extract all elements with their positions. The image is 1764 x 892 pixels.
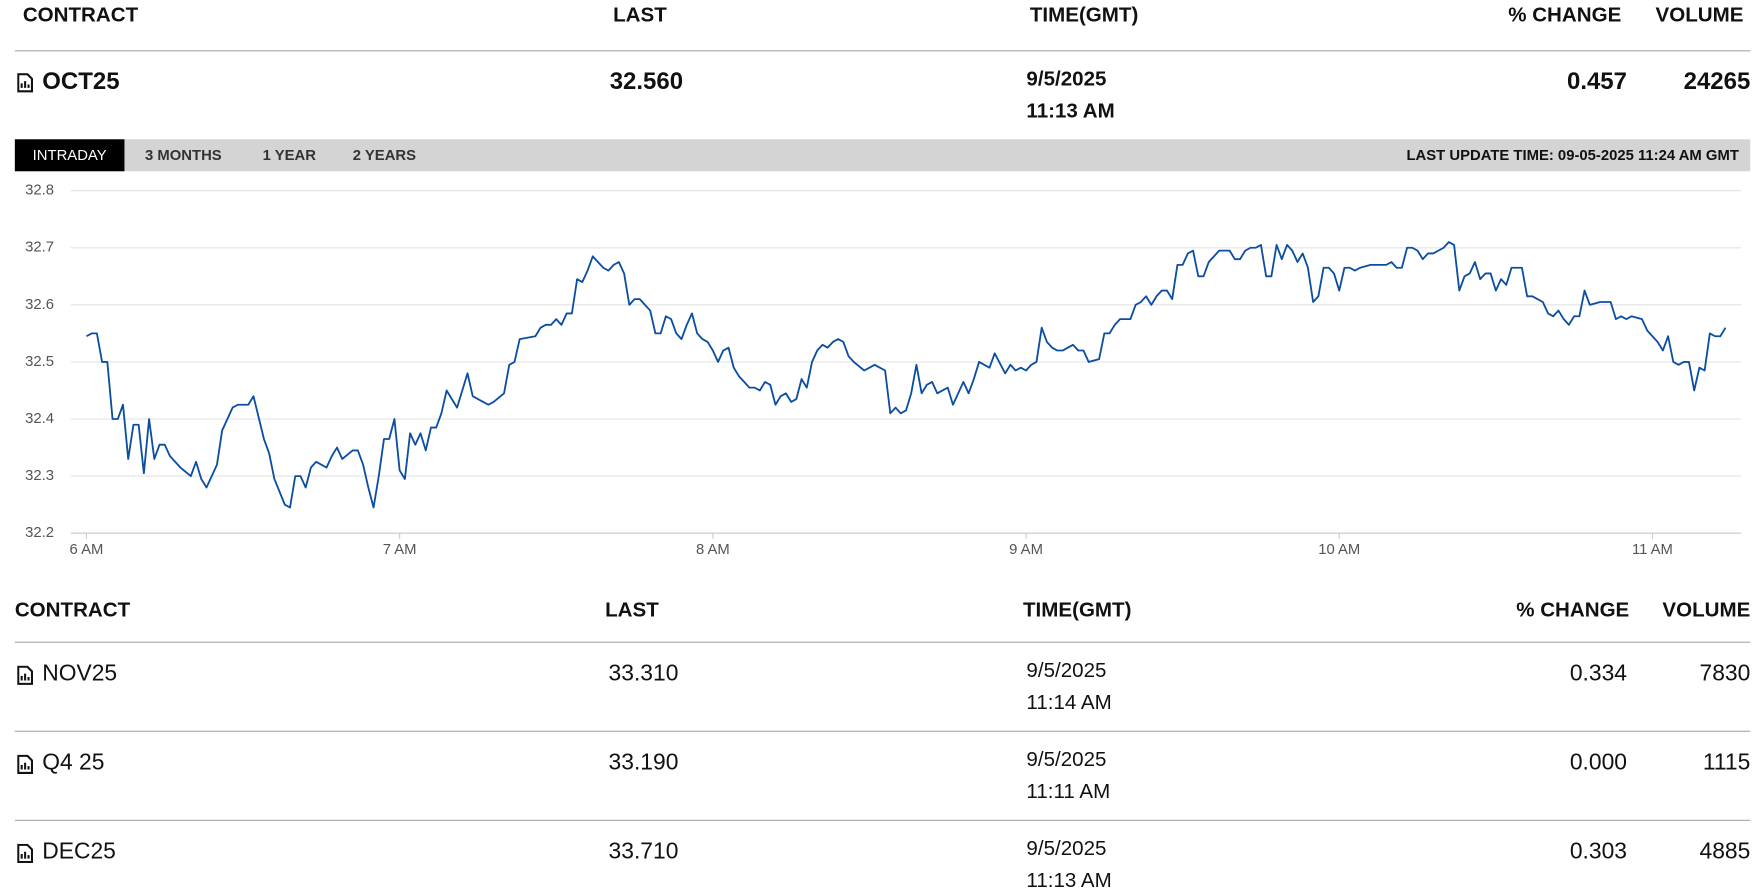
x-tick-label: 6 AM xyxy=(70,542,104,558)
volume: 24265 xyxy=(1683,68,1751,95)
trade-time: 11:13 AM xyxy=(1026,868,1112,892)
percent-change: 0.303 xyxy=(1569,839,1627,865)
contract-name[interactable]: DEC25 xyxy=(42,839,116,865)
column-header: % CHANGE xyxy=(1508,3,1622,27)
column-header: % CHANGE xyxy=(1516,598,1630,622)
column-header: CONTRACT xyxy=(14,598,131,622)
column-header: TIME(GMT) xyxy=(1023,598,1132,622)
volume: 7830 xyxy=(1699,661,1751,687)
price-line xyxy=(86,241,1727,509)
last-price: 33.190 xyxy=(608,750,679,776)
percent-change: 0.457 xyxy=(1566,68,1627,95)
column-header: LAST xyxy=(613,3,667,27)
contract-name[interactable]: Q4 25 xyxy=(42,750,105,776)
volume: 1115 xyxy=(1702,750,1751,776)
tab-active[interactable]: INTRADAY xyxy=(14,139,125,172)
contract-name[interactable]: NOV25 xyxy=(42,661,118,687)
last-update: LAST UPDATE TIME: 09-05-2025 11:24 AM GM… xyxy=(1406,146,1739,164)
column-header: VOLUME xyxy=(1662,598,1751,622)
y-tick-label: 32.3 xyxy=(25,468,54,484)
y-tick-label: 32.7 xyxy=(25,240,54,256)
column-header: LAST xyxy=(605,598,659,622)
column-header: TIME(GMT) xyxy=(1029,3,1139,27)
column-header: VOLUME xyxy=(1655,3,1744,27)
y-tick-label: 32.2 xyxy=(25,525,54,541)
tab-bar xyxy=(14,139,1751,172)
tab[interactable]: 2 YEARS xyxy=(352,146,417,164)
x-tick-label: 8 AM xyxy=(696,542,730,558)
trade-date: 9/5/2025 xyxy=(1026,747,1107,771)
x-tick-label: 9 AM xyxy=(1009,542,1043,558)
contract-icon[interactable] xyxy=(17,843,33,864)
tab[interactable]: 1 YEAR xyxy=(262,146,316,164)
divider xyxy=(14,50,1751,52)
x-tick-label: 10 AM xyxy=(1318,542,1360,558)
tab[interactable]: 3 MONTHS xyxy=(145,146,222,164)
last-price: 32.560 xyxy=(609,68,684,95)
trade-date: 9/5/2025 xyxy=(1026,836,1107,860)
divider xyxy=(14,641,1751,643)
divider xyxy=(14,819,1751,821)
contract-icon[interactable] xyxy=(17,73,33,93)
column-header: CONTRACT xyxy=(22,3,139,27)
trade-time: 11:13 AM xyxy=(1026,99,1115,123)
trade-date: 9/5/2025 xyxy=(1026,67,1107,91)
y-tick-label: 32.8 xyxy=(25,183,54,199)
last-price: 33.310 xyxy=(608,661,679,687)
trade-date: 9/5/2025 xyxy=(1026,658,1107,682)
contract-icon[interactable] xyxy=(17,754,33,774)
divider xyxy=(14,730,1751,732)
last-price: 33.710 xyxy=(608,839,679,865)
percent-change: 0.000 xyxy=(1569,750,1627,776)
contract-name[interactable]: OCT25 xyxy=(42,68,120,95)
y-tick-label: 32.5 xyxy=(25,354,54,370)
y-tick-label: 32.4 xyxy=(25,411,54,427)
x-tick-label: 7 AM xyxy=(383,542,417,558)
x-tick-label: 11 AM xyxy=(1632,542,1673,558)
volume: 4885 xyxy=(1699,839,1751,865)
contract-icon[interactable] xyxy=(17,665,33,685)
percent-change: 0.334 xyxy=(1569,661,1627,687)
trade-time: 11:14 AM xyxy=(1026,690,1112,714)
y-tick-label: 32.6 xyxy=(25,297,54,313)
chart: 32.2 32.3 32.4 32.5 32.6 32.7 32.8 6 AM 7 AM 8 AM… xyxy=(25,183,1742,558)
trade-time: 11:11 AM xyxy=(1026,779,1111,803)
